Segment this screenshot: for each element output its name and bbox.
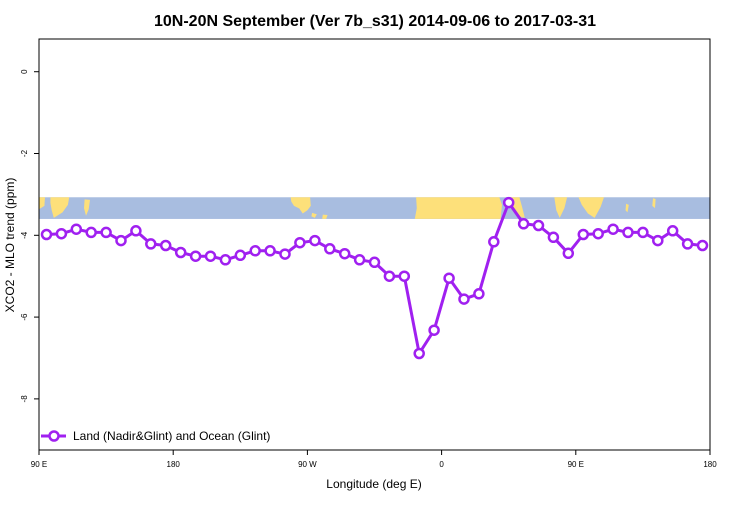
x-tick-label: 180 <box>703 460 717 469</box>
data-point <box>145 238 157 250</box>
data-point <box>85 226 97 239</box>
x-tick-label: 180 <box>167 460 181 469</box>
data-point <box>652 234 664 247</box>
data-point <box>592 227 604 240</box>
data-point <box>696 239 709 252</box>
map-land-5 <box>322 214 328 219</box>
data-point <box>383 270 396 282</box>
data-point <box>532 219 545 232</box>
data-point <box>473 288 485 300</box>
data-point <box>368 256 381 269</box>
x-axis-label: Longitude (deg E) <box>326 477 421 491</box>
axis-ticks: 90 E 180 90 W 0 90 E 180 0 -2 -4 -6 -8 <box>20 69 717 469</box>
data-point <box>398 270 411 282</box>
legend-label: Land (Nadir&Glint) and Ocean (Glint) <box>73 429 270 443</box>
plot-frame <box>38 38 711 451</box>
data-point <box>264 245 276 257</box>
map-land-4 <box>311 212 317 218</box>
map-land-0 <box>50 197 70 218</box>
map-land-8 <box>554 197 568 218</box>
data-point <box>55 227 68 240</box>
data-point <box>577 228 590 241</box>
data-point <box>100 226 112 239</box>
map-land-1 <box>39 197 45 210</box>
data-point <box>219 254 232 266</box>
data-point <box>428 324 440 336</box>
data-point <box>174 246 187 259</box>
legend-marker <box>48 430 60 442</box>
x-tick-label: 0 <box>439 460 444 469</box>
data-point <box>204 250 217 262</box>
data-point <box>443 272 455 284</box>
data-point <box>40 228 53 241</box>
map-land-6 <box>414 197 502 219</box>
map-land-11 <box>652 198 656 209</box>
data-point <box>562 247 575 260</box>
map-land-9 <box>578 197 604 218</box>
map-land-3 <box>290 197 311 214</box>
data-point <box>189 250 202 262</box>
data-point <box>159 239 172 252</box>
data-point <box>115 234 127 247</box>
data-point <box>353 254 366 266</box>
data-point <box>70 223 83 235</box>
x-tick-label: 90 E <box>568 460 584 469</box>
data-point <box>681 238 694 250</box>
map-band <box>39 197 710 219</box>
y-tick-label: 0 <box>20 69 29 74</box>
y-axis-label: XCO2 - MLO trend (ppm) <box>3 178 17 313</box>
chart-title: 10N-20N September (Ver 7b_s31) 2014-09-0… <box>154 13 596 30</box>
map-land-2 <box>84 199 90 216</box>
x-tick-label: 90 W <box>298 460 317 469</box>
data-point <box>324 243 336 255</box>
data-point <box>309 234 321 247</box>
data-point <box>547 231 560 244</box>
data-point <box>338 247 351 260</box>
data-point <box>622 226 634 239</box>
map-land-10 <box>625 203 629 213</box>
data-point <box>249 245 261 257</box>
data-point <box>413 347 425 360</box>
data-point <box>294 236 306 249</box>
data-point <box>279 248 291 260</box>
data-point <box>502 196 515 209</box>
legend: Land (Nadir&Glint) and Ocean (Glint) <box>41 429 270 443</box>
data-point <box>517 218 530 230</box>
map-ocean <box>39 197 710 219</box>
series-line <box>46 201 703 355</box>
data-point <box>458 293 470 305</box>
y-tick-label: -2 <box>20 149 29 157</box>
data-point <box>488 236 500 248</box>
data-point <box>607 223 619 235</box>
y-tick-label: -6 <box>20 313 29 321</box>
y-tick-label: -4 <box>20 231 29 239</box>
data-point <box>130 225 142 237</box>
data-point <box>234 249 247 262</box>
series-layer <box>40 196 709 360</box>
data-point <box>637 226 649 239</box>
data-point <box>666 225 679 237</box>
y-tick-label: -8 <box>20 395 29 403</box>
x-tick-label: 90 E <box>31 460 47 469</box>
